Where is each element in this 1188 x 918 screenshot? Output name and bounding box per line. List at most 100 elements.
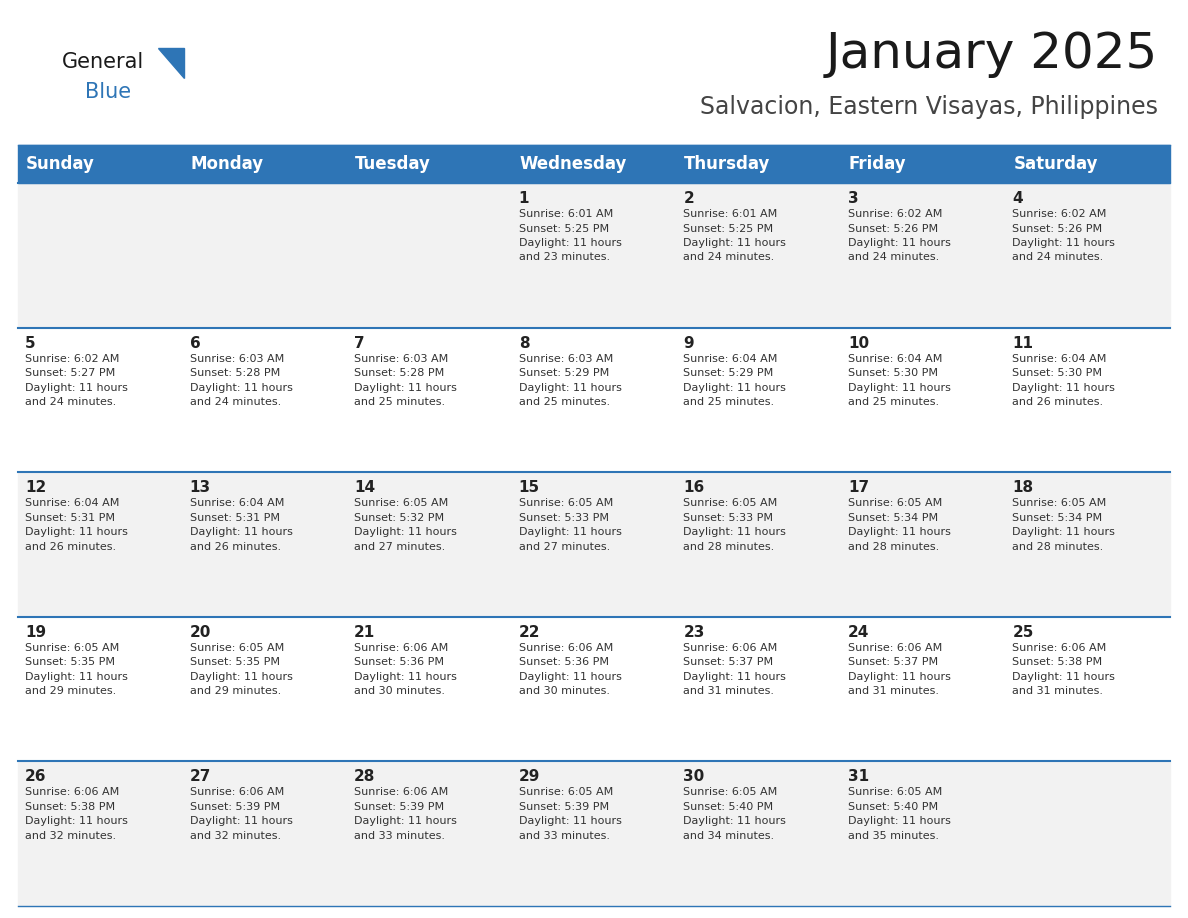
Text: and 31 minutes.: and 31 minutes. bbox=[683, 687, 775, 696]
Text: Daylight: 11 hours: Daylight: 11 hours bbox=[683, 527, 786, 537]
Text: Sunrise: 6:02 AM: Sunrise: 6:02 AM bbox=[25, 353, 119, 364]
Text: Sunrise: 6:05 AM: Sunrise: 6:05 AM bbox=[1012, 498, 1107, 509]
Text: and 25 minutes.: and 25 minutes. bbox=[683, 397, 775, 407]
Text: Tuesday: Tuesday bbox=[355, 155, 431, 173]
Text: Salvacion, Eastern Visayas, Philippines: Salvacion, Eastern Visayas, Philippines bbox=[700, 95, 1158, 119]
Text: 23: 23 bbox=[683, 625, 704, 640]
Text: Sunrise: 6:05 AM: Sunrise: 6:05 AM bbox=[519, 498, 613, 509]
Text: Daylight: 11 hours: Daylight: 11 hours bbox=[519, 816, 621, 826]
Text: 2: 2 bbox=[683, 191, 694, 206]
Text: 4: 4 bbox=[1012, 191, 1023, 206]
Bar bbox=[18, 145, 1170, 183]
Bar bbox=[18, 328, 1170, 472]
Text: 20: 20 bbox=[190, 625, 211, 640]
Text: and 28 minutes.: and 28 minutes. bbox=[1012, 542, 1104, 552]
Text: Sunrise: 6:06 AM: Sunrise: 6:06 AM bbox=[354, 788, 448, 798]
Text: Sunset: 5:31 PM: Sunset: 5:31 PM bbox=[25, 512, 115, 522]
Text: Sunrise: 6:04 AM: Sunrise: 6:04 AM bbox=[1012, 353, 1107, 364]
Text: Monday: Monday bbox=[190, 155, 264, 173]
Text: Daylight: 11 hours: Daylight: 11 hours bbox=[848, 672, 950, 682]
Text: 15: 15 bbox=[519, 480, 539, 495]
Text: Sunset: 5:40 PM: Sunset: 5:40 PM bbox=[848, 802, 939, 812]
Text: Sunset: 5:34 PM: Sunset: 5:34 PM bbox=[848, 512, 939, 522]
Text: Sunrise: 6:06 AM: Sunrise: 6:06 AM bbox=[25, 788, 119, 798]
Text: Sunset: 5:25 PM: Sunset: 5:25 PM bbox=[683, 223, 773, 233]
Text: 5: 5 bbox=[25, 336, 36, 351]
Text: Daylight: 11 hours: Daylight: 11 hours bbox=[354, 527, 457, 537]
Text: Daylight: 11 hours: Daylight: 11 hours bbox=[683, 672, 786, 682]
Text: Daylight: 11 hours: Daylight: 11 hours bbox=[519, 383, 621, 393]
Text: Sunrise: 6:04 AM: Sunrise: 6:04 AM bbox=[190, 498, 284, 509]
Text: and 25 minutes.: and 25 minutes. bbox=[848, 397, 939, 407]
Text: Daylight: 11 hours: Daylight: 11 hours bbox=[190, 816, 292, 826]
Text: Sunrise: 6:04 AM: Sunrise: 6:04 AM bbox=[848, 353, 942, 364]
Text: and 31 minutes.: and 31 minutes. bbox=[1012, 687, 1104, 696]
Text: Sunset: 5:27 PM: Sunset: 5:27 PM bbox=[25, 368, 115, 378]
Text: Sunset: 5:30 PM: Sunset: 5:30 PM bbox=[1012, 368, 1102, 378]
Text: Sunrise: 6:04 AM: Sunrise: 6:04 AM bbox=[25, 498, 119, 509]
Text: Sunset: 5:35 PM: Sunset: 5:35 PM bbox=[25, 657, 115, 667]
Text: and 24 minutes.: and 24 minutes. bbox=[190, 397, 280, 407]
Text: and 32 minutes.: and 32 minutes. bbox=[190, 831, 280, 841]
Text: Sunrise: 6:05 AM: Sunrise: 6:05 AM bbox=[354, 498, 448, 509]
Text: Friday: Friday bbox=[849, 155, 906, 173]
Bar bbox=[18, 617, 1170, 761]
Text: Daylight: 11 hours: Daylight: 11 hours bbox=[190, 383, 292, 393]
Text: Sunset: 5:39 PM: Sunset: 5:39 PM bbox=[190, 802, 279, 812]
Text: Sunrise: 6:06 AM: Sunrise: 6:06 AM bbox=[190, 788, 284, 798]
Text: General: General bbox=[62, 52, 144, 72]
Text: Daylight: 11 hours: Daylight: 11 hours bbox=[354, 816, 457, 826]
Text: Sunset: 5:26 PM: Sunset: 5:26 PM bbox=[848, 223, 939, 233]
Text: and 31 minutes.: and 31 minutes. bbox=[848, 687, 939, 696]
Bar bbox=[18, 472, 1170, 617]
Bar bbox=[18, 761, 1170, 906]
Text: Daylight: 11 hours: Daylight: 11 hours bbox=[848, 383, 950, 393]
Text: Sunset: 5:34 PM: Sunset: 5:34 PM bbox=[1012, 512, 1102, 522]
Text: Thursday: Thursday bbox=[684, 155, 771, 173]
Text: Sunset: 5:35 PM: Sunset: 5:35 PM bbox=[190, 657, 279, 667]
Text: and 27 minutes.: and 27 minutes. bbox=[354, 542, 446, 552]
Text: Daylight: 11 hours: Daylight: 11 hours bbox=[25, 527, 128, 537]
Text: Sunset: 5:38 PM: Sunset: 5:38 PM bbox=[25, 802, 115, 812]
Text: and 25 minutes.: and 25 minutes. bbox=[519, 397, 609, 407]
Text: and 24 minutes.: and 24 minutes. bbox=[25, 397, 116, 407]
Text: 1: 1 bbox=[519, 191, 529, 206]
Text: Sunrise: 6:05 AM: Sunrise: 6:05 AM bbox=[190, 643, 284, 653]
Text: Sunrise: 6:05 AM: Sunrise: 6:05 AM bbox=[848, 788, 942, 798]
Text: 14: 14 bbox=[354, 480, 375, 495]
Text: Daylight: 11 hours: Daylight: 11 hours bbox=[190, 527, 292, 537]
Text: and 29 minutes.: and 29 minutes. bbox=[25, 687, 116, 696]
Text: 12: 12 bbox=[25, 480, 46, 495]
Text: and 27 minutes.: and 27 minutes. bbox=[519, 542, 609, 552]
Text: 30: 30 bbox=[683, 769, 704, 784]
Text: Sunrise: 6:06 AM: Sunrise: 6:06 AM bbox=[1012, 643, 1107, 653]
Text: Daylight: 11 hours: Daylight: 11 hours bbox=[1012, 527, 1116, 537]
Text: Sunset: 5:30 PM: Sunset: 5:30 PM bbox=[848, 368, 937, 378]
Text: Sunrise: 6:06 AM: Sunrise: 6:06 AM bbox=[519, 643, 613, 653]
Text: 28: 28 bbox=[354, 769, 375, 784]
Text: and 26 minutes.: and 26 minutes. bbox=[190, 542, 280, 552]
Text: Daylight: 11 hours: Daylight: 11 hours bbox=[848, 238, 950, 248]
Text: Daylight: 11 hours: Daylight: 11 hours bbox=[25, 383, 128, 393]
Text: and 23 minutes.: and 23 minutes. bbox=[519, 252, 609, 263]
Text: and 26 minutes.: and 26 minutes. bbox=[25, 542, 116, 552]
Text: 6: 6 bbox=[190, 336, 201, 351]
Text: Sunrise: 6:06 AM: Sunrise: 6:06 AM bbox=[354, 643, 448, 653]
Text: Sunset: 5:32 PM: Sunset: 5:32 PM bbox=[354, 512, 444, 522]
Text: Sunrise: 6:03 AM: Sunrise: 6:03 AM bbox=[354, 353, 448, 364]
Text: Sunrise: 6:05 AM: Sunrise: 6:05 AM bbox=[848, 498, 942, 509]
Text: Sunset: 5:26 PM: Sunset: 5:26 PM bbox=[1012, 223, 1102, 233]
Text: and 24 minutes.: and 24 minutes. bbox=[1012, 252, 1104, 263]
Text: Daylight: 11 hours: Daylight: 11 hours bbox=[519, 238, 621, 248]
Text: Sunset: 5:36 PM: Sunset: 5:36 PM bbox=[354, 657, 444, 667]
Text: 22: 22 bbox=[519, 625, 541, 640]
Text: Sunset: 5:39 PM: Sunset: 5:39 PM bbox=[354, 802, 444, 812]
Text: Daylight: 11 hours: Daylight: 11 hours bbox=[519, 527, 621, 537]
Text: Daylight: 11 hours: Daylight: 11 hours bbox=[1012, 238, 1116, 248]
Text: and 28 minutes.: and 28 minutes. bbox=[683, 542, 775, 552]
Text: Sunday: Sunday bbox=[26, 155, 95, 173]
Text: Daylight: 11 hours: Daylight: 11 hours bbox=[848, 527, 950, 537]
Text: Sunrise: 6:05 AM: Sunrise: 6:05 AM bbox=[25, 643, 119, 653]
Text: Daylight: 11 hours: Daylight: 11 hours bbox=[683, 383, 786, 393]
Text: Sunrise: 6:05 AM: Sunrise: 6:05 AM bbox=[519, 788, 613, 798]
